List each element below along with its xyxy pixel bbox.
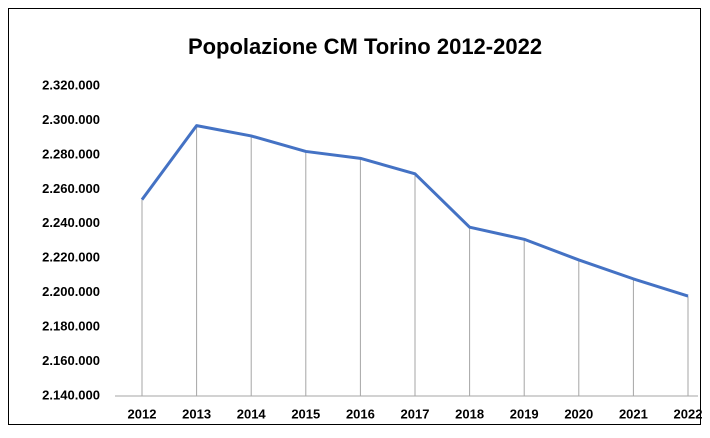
y-tick-label: 2.160.000 [42, 353, 100, 368]
y-tick-label: 2.180.000 [42, 319, 100, 334]
x-tick-label: 2012 [128, 406, 157, 421]
y-tick-label: 2.320.000 [42, 77, 100, 92]
x-tick-label: 2014 [237, 406, 267, 421]
y-tick-label: 2.260.000 [42, 181, 100, 196]
y-tick-label: 2.240.000 [42, 215, 100, 230]
y-tick-label: 2.300.000 [42, 112, 100, 127]
y-tick-label: 2.220.000 [42, 250, 100, 265]
x-tick-label: 2015 [291, 406, 320, 421]
x-tick-label: 2021 [619, 406, 648, 421]
x-tick-label: 2013 [182, 406, 211, 421]
y-tick-label: 2.280.000 [42, 146, 100, 161]
y-tick-label: 2.200.000 [42, 284, 100, 299]
chart-frame [8, 8, 701, 425]
series-line [140, 124, 689, 298]
x-tick-label: 2022 [674, 406, 703, 421]
x-tick-label: 2019 [510, 406, 539, 421]
x-tick-label: 2018 [455, 406, 484, 421]
x-tick-label: 2016 [346, 406, 375, 421]
y-tick-label: 2.140.000 [42, 387, 100, 402]
chart-title: Popolazione CM Torino 2012-2022 [188, 34, 542, 59]
x-tick-label: 2020 [564, 406, 593, 421]
x-tick-label: 2017 [401, 406, 430, 421]
